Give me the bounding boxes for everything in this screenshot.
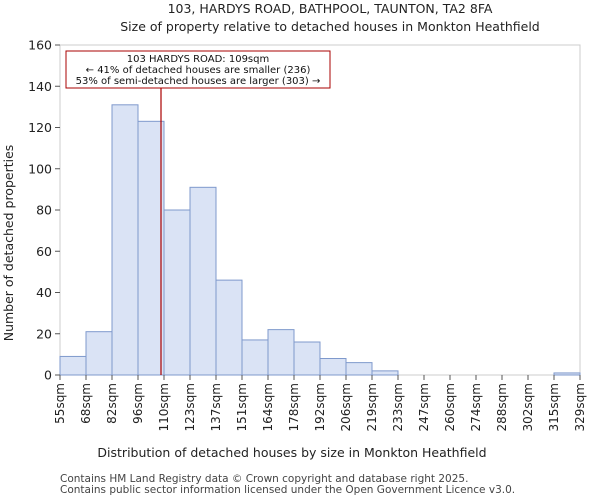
bar-137sqm <box>215 279 243 376</box>
x-tick-label: 288sqm <box>495 383 509 431</box>
x-tick-label: 206sqm <box>339 383 353 431</box>
y-tick-label: 160 <box>28 38 52 53</box>
x-tick-label: 219sqm <box>365 383 379 431</box>
x-axis-label: Distribution of detached houses by size … <box>97 445 486 460</box>
x-tick-label: 315sqm <box>547 383 561 431</box>
bar-68sqm <box>85 331 113 376</box>
x-tick-label: 137sqm <box>209 383 223 431</box>
y-tick-label: 100 <box>28 161 52 176</box>
bar-219sqm <box>371 370 399 376</box>
y-tick-label: 20 <box>36 326 52 341</box>
bar-192sqm <box>319 358 347 376</box>
x-tick-label: 302sqm <box>521 383 535 431</box>
x-tick-label: 178sqm <box>287 383 301 431</box>
bars <box>59 104 581 376</box>
bar-96sqm <box>137 120 165 376</box>
annotation-line-2: ← 41% of detached houses are smaller (23… <box>86 65 311 76</box>
x-tick-label: 55sqm <box>53 383 67 424</box>
bar-206sqm <box>345 362 373 376</box>
annotation-line-1: 103 HARDYS ROAD: 109sqm <box>127 54 269 65</box>
chart-title: 103, HARDYS ROAD, BATHPOOL, TAUNTON, TA2… <box>168 1 493 16</box>
x-axis-ticks: 55sqm 68sqm 82sqm 96sqm 110sqm 123sqm 137sqm 15… <box>53 375 587 431</box>
histogram-chart: 103, HARDYS ROAD, BATHPOOL, TAUNTON, TA2… <box>1 1 587 460</box>
y-tick-label: 140 <box>28 79 52 94</box>
footer-licence: Contains public sector information licen… <box>60 484 516 496</box>
bar-151sqm <box>241 339 269 376</box>
x-tick-label: 123sqm <box>183 383 197 431</box>
x-tick-label: 329sqm <box>573 383 587 431</box>
x-tick-label: 68sqm <box>79 383 93 424</box>
annotation-line-3: 53% of semi-detached houses are larger (… <box>76 76 321 87</box>
x-tick-label: 274sqm <box>469 383 483 431</box>
bar-315sqm <box>553 372 581 376</box>
x-tick-label: 164sqm <box>261 383 275 431</box>
x-tick-label: 247sqm <box>417 383 431 431</box>
y-tick-label: 40 <box>36 285 52 300</box>
y-tick-label: 120 <box>28 120 52 135</box>
bar-178sqm <box>293 341 321 376</box>
y-axis-label: Number of detached properties <box>1 145 16 342</box>
x-tick-label: 260sqm <box>443 383 457 431</box>
footer-copyright: Contains HM Land Registry data © Crown c… <box>60 473 469 485</box>
bar-164sqm <box>267 329 295 376</box>
x-tick-label: 96sqm <box>131 383 145 424</box>
y-tick-label: 60 <box>36 244 52 259</box>
bar-55sqm <box>59 355 87 376</box>
annotation-box <box>65 50 331 89</box>
y-tick-label: 0 <box>44 368 52 383</box>
x-tick-label: 233sqm <box>391 383 405 431</box>
y-axis-ticks: 0 20 40 60 80 100 120 140 160 <box>28 38 60 383</box>
x-tick-label: 110sqm <box>157 383 171 431</box>
x-tick-label: 82sqm <box>105 383 119 424</box>
bar-82sqm <box>111 104 139 376</box>
y-tick-label: 80 <box>36 203 52 218</box>
chart-subtitle: Size of property relative to detached ho… <box>120 19 540 34</box>
bar-110sqm <box>163 209 191 376</box>
x-tick-label: 151sqm <box>235 383 249 431</box>
bar-123sqm <box>189 186 217 376</box>
x-tick-label: 192sqm <box>313 383 327 431</box>
